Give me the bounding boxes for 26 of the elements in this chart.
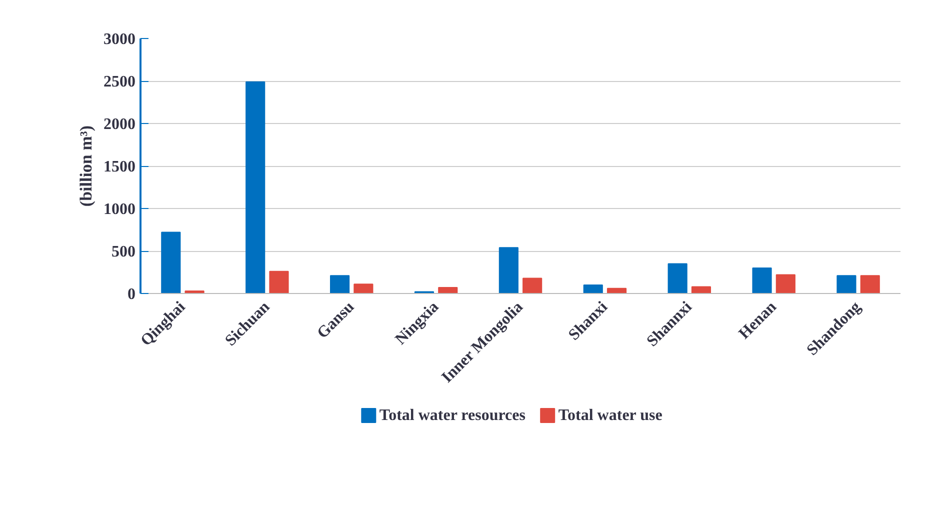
bar [752, 268, 772, 294]
y-axis-title: (billion m³) [76, 125, 96, 207]
y-tick-label: 1500 [104, 158, 136, 176]
bar [161, 232, 181, 294]
y-tick-label: 2000 [104, 116, 136, 133]
bar [438, 287, 458, 294]
y-tick-label: 1000 [104, 201, 136, 218]
bar [583, 284, 603, 294]
bar [860, 275, 880, 294]
bar [668, 263, 688, 294]
bar [606, 288, 627, 294]
bar [498, 247, 518, 294]
bar [330, 275, 350, 294]
y-tick-label: 3000 [104, 31, 136, 48]
bar [776, 274, 796, 294]
bar [354, 284, 374, 294]
y-tick-label: 500 [112, 244, 136, 260]
legend-label: Total water use [558, 407, 662, 424]
bar [691, 286, 711, 294]
y-tick-label: 0 [128, 286, 136, 303]
legend-label: Total water resources [379, 407, 526, 424]
bar [836, 275, 856, 294]
bar [269, 270, 289, 294]
y-tick-label: 2500 [104, 74, 136, 90]
bar [246, 81, 266, 294]
bar [522, 278, 542, 294]
